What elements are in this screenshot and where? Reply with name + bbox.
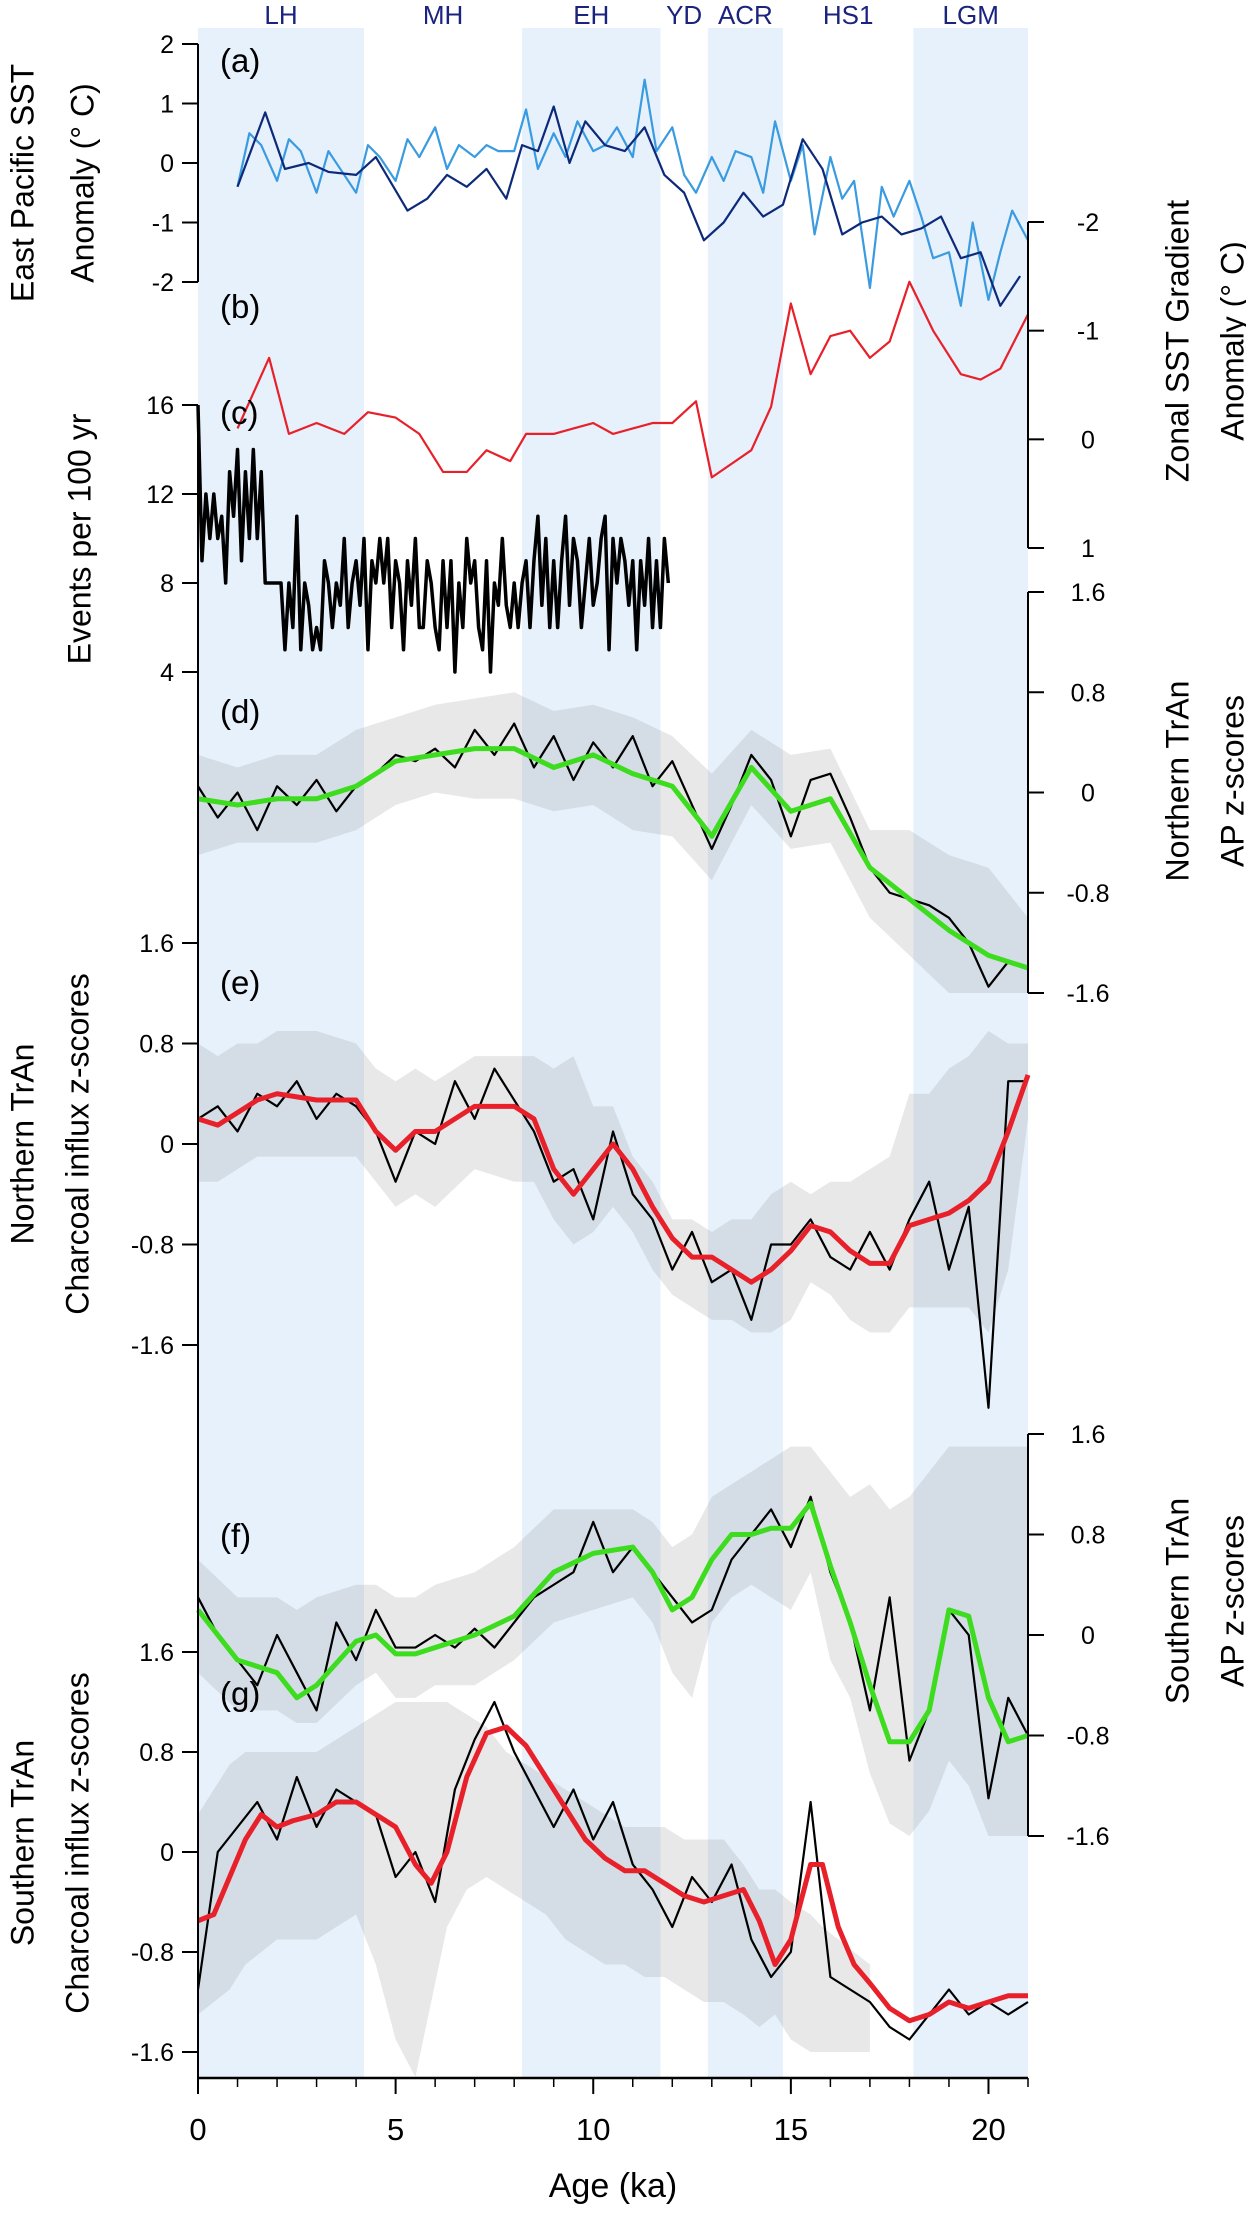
panel-g-series-1	[197, 1724, 1028, 2024]
period-label-yd: YD	[666, 0, 702, 30]
x-tick-label-4: 20	[971, 2112, 1005, 2147]
period-band-acr	[707, 28, 783, 2078]
panel-e-ytick-label-1: 0.8	[139, 1031, 174, 1059]
panel-d-ylabel-0: Northern TrAn	[1159, 681, 1195, 882]
panel-f-ytick-label-0: 1.6	[1071, 1421, 1106, 1449]
panel-e-ylabel-0: Northern TrAn	[4, 1044, 40, 1245]
panel-a-ytick-label-4: -2	[152, 269, 174, 297]
panel-g-series-0	[196, 1700, 1029, 2041]
panel-g-label: (g)	[220, 1675, 260, 1712]
period-label-lgm: LGM	[943, 0, 999, 30]
panel-f-ytick-label-1: 0.8	[1071, 1522, 1106, 1550]
panel-e-series-0	[197, 1067, 1028, 1409]
panel-g-ytick-label-3: -0.8	[131, 1939, 174, 1967]
panel-d-series-0	[197, 722, 1029, 988]
panel-c-label: (c)	[220, 394, 258, 431]
axes	[182, 43, 1044, 2094]
x-tick-label-0: 0	[189, 2112, 206, 2147]
panel-e-ytick-label-3: -0.8	[131, 1232, 174, 1260]
x-tick-label-3: 15	[774, 2112, 808, 2147]
panel-d-envelope	[198, 692, 1028, 993]
panel-f-ylabel-1: AP z-scores	[1214, 1515, 1246, 1687]
panel-c-ytick-label-1: 12	[146, 481, 174, 509]
panel-e-envelope	[198, 1030, 1028, 1333]
panel-f-label: (f)	[220, 1517, 251, 1554]
panel-g-ylabel-0: Southern TrAn	[4, 1740, 40, 1946]
panel-d-ytick-label-2: 0	[1081, 780, 1095, 808]
panel-b-ytick-label-1: -1	[1077, 318, 1099, 346]
panel-g-ytick-label-2: 0	[160, 1839, 174, 1867]
panel-c-ytick-label-0: 16	[146, 392, 174, 420]
x-tick-label-2: 10	[576, 2112, 610, 2147]
panel-c-series-0	[196, 404, 671, 674]
panel-f-series-0	[197, 1495, 1029, 1800]
period-band-lh	[198, 28, 364, 2078]
panel-c-ytick-label-2: 8	[160, 570, 174, 598]
panel-c-ytick-label-3: 4	[160, 659, 174, 687]
panel-b-ytick-label-2: 0	[1081, 426, 1095, 454]
panel-d-ylabel-1: AP z-scores	[1214, 695, 1246, 867]
panel-a-ytick-label-1: 1	[160, 91, 174, 119]
panel-f-ytick-label-2: 0	[1081, 1622, 1095, 1650]
panel-a-label: (a)	[220, 42, 260, 79]
panel-a-series-1	[236, 105, 1022, 307]
panel-e-label: (e)	[220, 964, 260, 1001]
period-band-eh	[522, 28, 661, 2078]
data-series	[196, 78, 1031, 2041]
panel-b-series-0	[236, 280, 1029, 479]
x-tick-label-1: 5	[387, 2112, 404, 2147]
period-bands	[198, 28, 1028, 2078]
panel-f-ytick-label-4: -1.6	[1066, 1823, 1109, 1851]
panel-d-ytick-label-3: -0.8	[1066, 880, 1109, 908]
panel-b-label: (b)	[220, 288, 260, 325]
panel-g-ytick-label-1: 0.8	[139, 1739, 174, 1767]
panel-e-ylabel-1: Charcoal influx z-scores	[59, 973, 95, 1314]
panel-a-ytick-label-2: 0	[160, 150, 174, 178]
panel-d-ytick-label-0: 1.6	[1071, 579, 1106, 607]
panel-d-ytick-label-4: -1.6	[1066, 980, 1109, 1008]
panel-d-label: (d)	[220, 693, 260, 730]
panel-b-ytick-label-0: -2	[1077, 209, 1099, 237]
panel-c-ylabel-0: Events per 100 yr	[61, 413, 97, 664]
panel-d-ytick-label-1: 0.8	[1071, 679, 1106, 707]
panel-d-series-1	[197, 746, 1029, 971]
panel-f-envelope	[198, 1446, 1028, 1836]
x-axis-label: Age (ka)	[549, 2167, 678, 2205]
panel-e-ytick-label-0: 1.6	[139, 930, 174, 958]
panel-a-ylabel-0: East Pacific SST	[4, 64, 40, 302]
panel-g-ytick-label-4: -1.6	[131, 2039, 174, 2067]
panel-g-envelope	[198, 1702, 870, 2077]
panel-b-ylabel-0: Zonal SST Gradient	[1159, 200, 1195, 482]
panel-e-ytick-label-4: -1.6	[131, 1332, 174, 1360]
panel-a-ylabel-1: Anomaly (° C)	[64, 83, 100, 283]
period-label-hs1: HS1	[823, 0, 874, 30]
period-label-eh: EH	[573, 0, 609, 30]
uncertainty-envelopes	[198, 692, 1028, 2077]
period-label-lh: LH	[264, 0, 297, 30]
panel-b-ylabel-1: Anomaly (° C)	[1214, 241, 1246, 441]
panel-f-series-1	[196, 1500, 1029, 1745]
panel-f-ylabel-0: Southern TrAn	[1159, 1498, 1195, 1704]
panel-g-ylabel-1: Charcoal influx z-scores	[59, 1672, 95, 2013]
panel-a-ytick-label-0: 2	[160, 31, 174, 59]
panel-b-ytick-label-3: 1	[1081, 535, 1095, 563]
panel-e-series-1	[197, 1074, 1031, 1285]
panel-a-series-0	[236, 78, 1029, 307]
period-label-mh: MH	[423, 0, 463, 30]
period-band-lgm	[913, 28, 1028, 2078]
panel-f-ytick-label-3: -0.8	[1066, 1723, 1109, 1751]
panel-e-ytick-label-2: 0	[160, 1131, 174, 1159]
panel-g-ytick-label-0: 1.6	[139, 1639, 174, 1667]
period-label-acr: ACR	[718, 0, 773, 30]
panel-a-ytick-label-3: -1	[152, 210, 174, 238]
